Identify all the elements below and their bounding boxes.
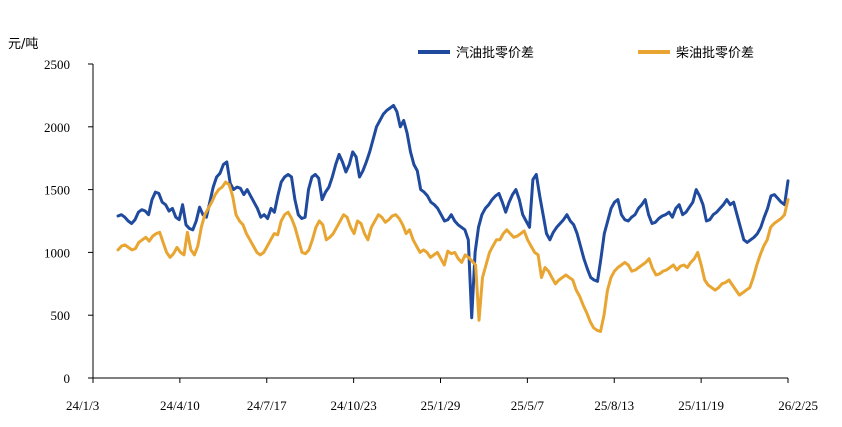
x-axis: 24/1/3 24/4/10 24/7/17 24/10/23 25/1/29 25/5/… — [66, 378, 818, 413]
y-tick-label: 1000 — [44, 245, 70, 260]
x-tick-label: 25/11/19 — [678, 398, 724, 413]
x-tick-label: 25/1/29 — [421, 398, 461, 413]
y-tick-label: 500 — [51, 308, 71, 323]
y-tick-label: 0 — [64, 371, 71, 386]
y-axis: 0 500 1000 1500 2000 2500 — [44, 57, 93, 386]
series-line-1 — [116, 103, 790, 320]
x-tick-label: 24/1/3 — [66, 398, 99, 413]
y-tick-label: 1500 — [44, 183, 70, 198]
x-tick-label: 24/7/17 — [247, 398, 287, 413]
legend-label-1: 汽油批零价差 — [456, 46, 534, 61]
legend: 汽油批零价差 柴油批零价差 — [418, 46, 754, 61]
y-tick-label: 2000 — [44, 120, 70, 135]
x-tick-label: 26/2/25 — [778, 398, 818, 413]
x-tick-label: 24/4/10 — [160, 398, 200, 413]
x-tick-label: 25/5/7 — [511, 398, 545, 413]
series-layer — [116, 103, 790, 333]
x-tick-label: 24/10/23 — [331, 398, 377, 413]
series-line-2 — [116, 180, 790, 333]
x-tick-label: 25/8/13 — [594, 398, 634, 413]
legend-label-2: 柴油批零价差 — [676, 46, 754, 61]
y-axis-unit-label: 元/吨 — [8, 37, 38, 52]
y-tick-label: 2500 — [44, 57, 70, 72]
